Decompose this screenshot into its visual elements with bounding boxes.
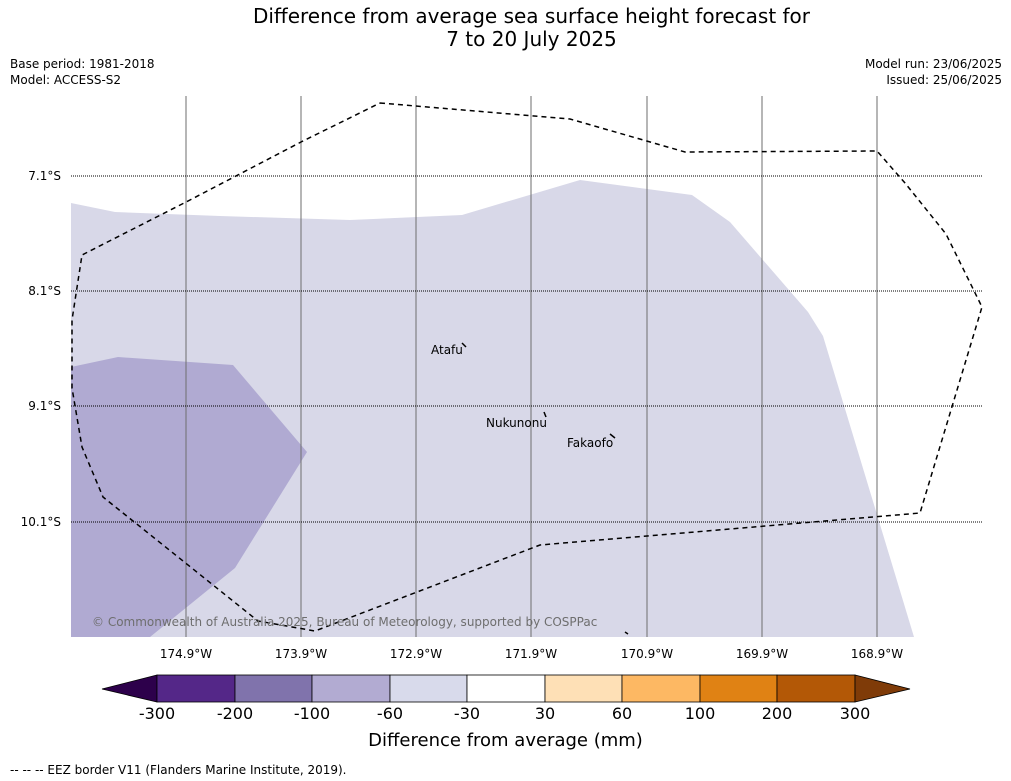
colorbar-tick: 30 (534, 704, 556, 723)
colorbar-tick: -100 (293, 704, 331, 723)
region-light-band (71, 180, 914, 637)
lat-label: 7.1°S (28, 169, 61, 183)
colorbar-tick: -60 (376, 704, 404, 723)
colorbar-segment (776, 674, 856, 703)
lon-label: 169.9°W (735, 647, 789, 661)
issued-date: Issued: 25/06/2025 (886, 73, 1002, 87)
colorbar-tick: 200 (761, 704, 793, 723)
copyright-notice: © Commonwealth of Australia 2025, Bureau… (92, 615, 597, 629)
base-period: Base period: 1981-2018 (10, 57, 155, 71)
lon-label: 174.9°W (159, 647, 213, 661)
colorbar (101, 674, 911, 703)
colorbar-tick: -200 (216, 704, 254, 723)
title-line-2: 7 to 20 July 2025 (446, 27, 617, 51)
eez-legend-note: -- -- -- EEZ border V11 (Flanders Marine… (10, 763, 347, 777)
island-swains-mark (624, 631, 629, 635)
lon-label: 170.9°W (620, 647, 674, 661)
region-medium-band (71, 357, 307, 637)
model-name: Model: ACCESS-S2 (10, 73, 122, 87)
longitude-grid (185, 96, 878, 637)
colorbar-title: Difference from average (mm) (368, 730, 643, 751)
lat-label: 9.1°S (28, 399, 61, 413)
colorbar-tick: -300 (138, 704, 176, 723)
place-label-atafu: Atafu (431, 343, 463, 357)
island-nukunonu-mark (543, 411, 547, 418)
lat-label: 8.1°S (28, 284, 61, 298)
colorbar-segment (234, 674, 313, 703)
island-atafu-mark (461, 342, 467, 348)
colorbar-segment (621, 674, 701, 703)
meta-left: Base period: 1981-2018 Model: ACCESS-S2 (10, 56, 155, 88)
chart-title: Difference from average sea surface heig… (0, 5, 1011, 51)
lon-label: 172.9°W (389, 647, 443, 661)
colorbar-segment (544, 674, 623, 703)
place-label-fakaofo: Fakaofo (567, 436, 613, 450)
colorbar-extend-high (854, 674, 911, 703)
colorbar-tick: 300 (839, 704, 871, 723)
model-run: Model run: 23/06/2025 (864, 57, 1002, 71)
colorbar-tick: 100 (684, 704, 716, 723)
colorbar-extend-low (101, 674, 158, 703)
lon-label: 168.9°W (850, 647, 904, 661)
colorbar-segment (466, 674, 546, 703)
island-fakaofo-mark (609, 433, 616, 439)
colorbar-segment (389, 674, 468, 703)
meta-right: Model run: 23/06/2025 Issued: 25/06/2025 (865, 56, 1002, 88)
place-label-nukunonu: Nukunonu (486, 416, 547, 430)
colorbar-tick: 60 (611, 704, 633, 723)
lon-label: 171.9°W (504, 647, 558, 661)
title-line-1: Difference from average sea surface heig… (252, 4, 811, 28)
colorbar-segment (311, 674, 391, 703)
colorbar-tick: -30 (453, 704, 481, 723)
colorbar-segment (699, 674, 778, 703)
lat-label: 10.1°S (20, 515, 61, 529)
colorbar-segment (156, 674, 236, 703)
lon-label: 173.9°W (274, 647, 328, 661)
